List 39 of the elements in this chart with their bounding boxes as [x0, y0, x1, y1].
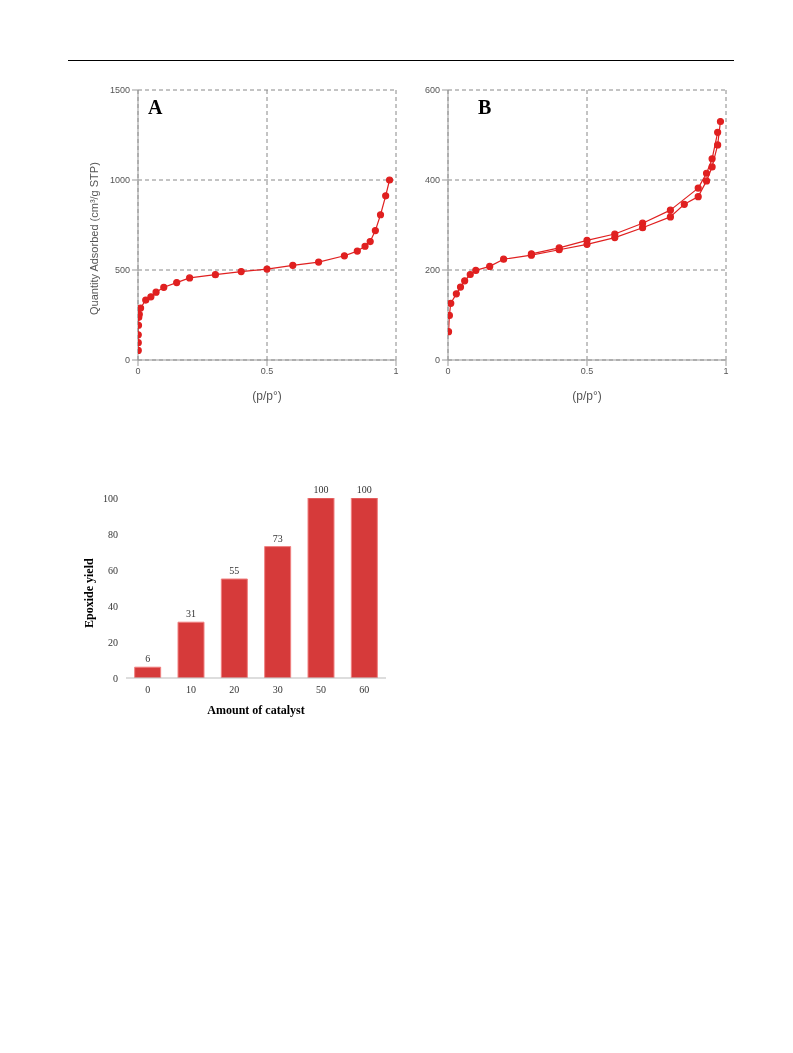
x-tick-label: 1 [393, 366, 399, 377]
y-axis-title: Epoxide yield [82, 557, 97, 628]
y-tick-label: 0 [434, 355, 440, 366]
data-label: 31 [186, 608, 196, 620]
x-tick-label: 20 [229, 684, 240, 696]
x-tick-label: 0 [145, 684, 151, 696]
y-tick-label: 0 [113, 672, 118, 684]
y-tick-label: 100 [103, 492, 118, 504]
y-tick-label: 200 [424, 265, 440, 276]
y-tick-label: 40 [108, 600, 118, 612]
x-tick-label: 10 [186, 684, 196, 696]
y-tick-label: 80 [108, 528, 118, 540]
y-tick-label: 1000 [109, 175, 130, 186]
chart-title: A [148, 96, 163, 118]
chart-title: B [478, 96, 492, 118]
data-label: 100 [356, 484, 372, 495]
y-tick-label: 20 [108, 636, 118, 648]
x-tick-label: 30 [272, 684, 283, 696]
x-tick-label: 1 [723, 366, 729, 377]
y-tick-label: 60 [108, 564, 118, 576]
data-label: 6 [145, 653, 151, 665]
x-tick-label: 0.5 [580, 366, 594, 377]
x-tick-label: 0 [445, 366, 451, 377]
data-label: 55 [229, 565, 240, 576]
y-tick-label: 600 [424, 85, 440, 96]
x-tick-label: 60 [359, 684, 370, 696]
x-tick-label: 0.5 [260, 366, 274, 377]
data-label: 73 [272, 532, 283, 544]
x-tick-label: 50 [316, 684, 326, 696]
x-axis-title: (p/p°) [572, 389, 602, 403]
y-tick-label: 400 [424, 175, 440, 186]
data-label: 100 [313, 484, 329, 495]
y-tick-label: 0 [124, 355, 130, 366]
x-axis-title: Amount of catalyst [207, 703, 305, 717]
y-axis-title: Quantity Adsorbed (cm³/g STP) [87, 162, 100, 315]
x-axis-title: (p/p°) [252, 389, 282, 403]
y-tick-label: 500 [114, 265, 130, 276]
y-tick-label: 1500 [109, 85, 130, 96]
x-tick-label: 0 [135, 366, 141, 377]
